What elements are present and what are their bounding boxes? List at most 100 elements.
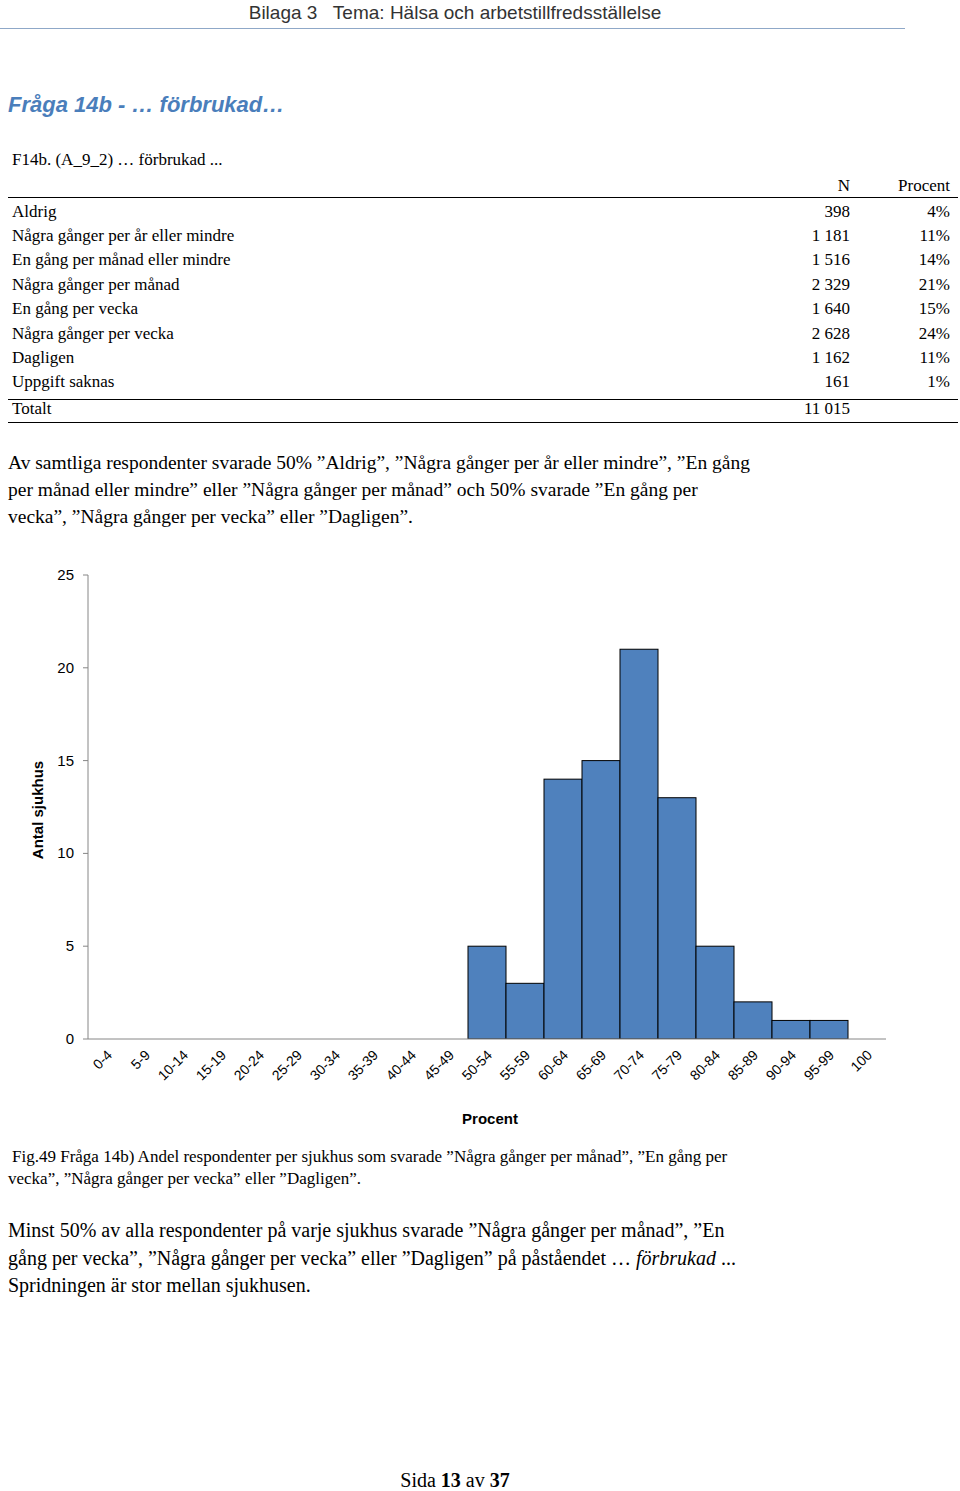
y-tick — [83, 760, 88, 761]
figure-caption: Fig.49 Fråga 14b) Andel respondenter per… — [12, 1148, 727, 1165]
paragraph-line: vecka”, ”Några gånger per vecka” eller ”… — [8, 507, 413, 527]
x-tick-label: 25-29 — [268, 1047, 305, 1084]
footer-text: 37 — [490, 1469, 510, 1491]
x-tick-label: 100 — [847, 1047, 875, 1075]
section-heading: Fråga 14b - … förbrukad… — [8, 94, 284, 116]
table-cell: 14% — [919, 251, 950, 268]
table-cell: Aldrig — [12, 203, 56, 220]
x-tick-label: 75-79 — [648, 1047, 685, 1084]
table-cell: 2 628 — [812, 325, 850, 342]
histogram: 0 5 10 15 20 25 0-4 5-910-1415-1920-2425-2930-3… — [0, 560, 960, 1150]
x-tick-label: 90-94 — [762, 1047, 799, 1084]
table-cell: 1% — [927, 373, 950, 390]
bar — [658, 798, 696, 1039]
x-tick-label: 65-69 — [572, 1047, 609, 1084]
y-tick — [83, 946, 88, 947]
bar — [810, 1020, 848, 1039]
x-tick-label: 30-34 — [306, 1047, 343, 1084]
conclusion-line: Spridningen är stor mellan sjukhusen. — [8, 1275, 311, 1295]
footer-text: 13 — [441, 1469, 461, 1491]
table-header-cell: Procent — [898, 177, 950, 194]
x-tick-label: 80-84 — [686, 1047, 723, 1084]
conclusion-text: gång per vecka”, ”Några gånger per vecka… — [8, 1247, 636, 1269]
x-tick-label: 40-44 — [382, 1047, 419, 1084]
table-cell: 1 640 — [812, 300, 850, 317]
x-axis-label: Procent — [462, 1110, 518, 1127]
table-cell: 1 181 — [812, 227, 850, 244]
table-cell: 4% — [927, 203, 950, 220]
bar — [468, 946, 506, 1039]
x-tick-label: 5-9 — [127, 1047, 153, 1073]
table-cell: 15% — [919, 300, 950, 317]
x-tick-label: 10-14 — [154, 1047, 191, 1084]
bars — [468, 649, 848, 1039]
y-tick-label: 15 — [57, 752, 74, 769]
bar — [582, 761, 620, 1039]
x-tick-label: 85-89 — [724, 1047, 761, 1084]
x-tick-label: 55-59 — [496, 1047, 533, 1084]
table-rule — [8, 197, 958, 198]
y-tick — [83, 575, 88, 576]
y-axis — [88, 575, 89, 1039]
table-rule — [8, 422, 958, 423]
table-cell: Totalt — [12, 400, 51, 417]
table-cell: 2 329 — [812, 276, 850, 293]
table-cell: 398 — [825, 203, 851, 220]
bar — [734, 1002, 772, 1039]
table-cell: 11 015 — [804, 400, 850, 417]
table-cell: 21% — [919, 276, 950, 293]
x-tick-label: 35-39 — [344, 1047, 381, 1084]
bar — [772, 1020, 810, 1039]
paragraph-line: Av samtliga respondenter svarade 50% ”Al… — [8, 453, 750, 473]
x-axis — [88, 1039, 886, 1040]
x-tick-label: 20-24 — [230, 1047, 267, 1084]
table-cell: Uppgift saknas — [12, 373, 114, 390]
conclusion-text: Spridningen är stor mellan sjukhusen. — [8, 1274, 311, 1296]
footer-text: av — [461, 1469, 490, 1491]
conclusion-line: Minst 50% av alla respondenter på varje … — [8, 1220, 724, 1240]
page-footer: Sida 13 av 37 — [55, 1470, 855, 1490]
bar — [506, 983, 544, 1039]
table-cell: 11% — [919, 349, 950, 366]
y-tick — [83, 853, 88, 854]
table-cell: En gång per vecka — [12, 300, 138, 317]
x-tick-label: 50-54 — [458, 1047, 495, 1084]
bar — [696, 946, 734, 1039]
x-tick-label: 0-4 — [89, 1047, 115, 1073]
x-tick-label: 15-19 — [192, 1047, 229, 1084]
conclusion-text: Minst 50% av alla respondenter på varje … — [8, 1219, 724, 1241]
table-cell: 1 162 — [812, 349, 850, 366]
y-axis-label: Antal sjukhus — [29, 761, 46, 859]
table-cell: 11% — [919, 227, 950, 244]
bar — [544, 779, 582, 1039]
conclusion-text: ... — [716, 1247, 736, 1269]
table-header-cell: N — [838, 177, 850, 194]
page-header: Bilaga 3 Tema: Hälsa och arbetstillfreds… — [55, 3, 855, 22]
conclusion-text: förbrukad — [636, 1247, 716, 1269]
header-rule — [0, 28, 905, 29]
table-caption: F14b. (A_9_2) … förbrukad ... — [12, 151, 223, 168]
y-tick-label: 20 — [57, 659, 74, 676]
x-tick-label: 45-49 — [420, 1047, 457, 1084]
table-cell: 24% — [919, 325, 950, 342]
table-cell: 1 516 — [812, 251, 850, 268]
y-tick-label: 25 — [57, 566, 74, 583]
y-tick — [83, 1039, 88, 1040]
conclusion-line: gång per vecka”, ”Några gånger per vecka… — [8, 1248, 736, 1268]
x-tick-label: 95-99 — [800, 1047, 837, 1084]
bar — [620, 649, 658, 1039]
paragraph-line: per månad eller mindre” eller ”Några gån… — [8, 480, 698, 500]
table-cell: En gång per månad eller mindre — [12, 251, 231, 268]
y-tick-label: 0 — [66, 1030, 74, 1047]
y-tick — [83, 667, 88, 668]
y-tick-label: 5 — [66, 937, 74, 954]
y-tick-label: 10 — [57, 844, 74, 861]
x-tick-label: 60-64 — [534, 1047, 571, 1084]
table-cell: 161 — [825, 373, 851, 390]
x-tick-label: 70-74 — [610, 1047, 647, 1084]
table-cell: Några gånger per vecka — [12, 325, 174, 342]
table-cell: Dagligen — [12, 349, 74, 366]
figure-caption: vecka”, ”Några gånger per vecka” eller ”… — [8, 1170, 361, 1187]
table-cell: Några gånger per år eller mindre — [12, 227, 234, 244]
footer-text: Sida — [400, 1469, 441, 1491]
